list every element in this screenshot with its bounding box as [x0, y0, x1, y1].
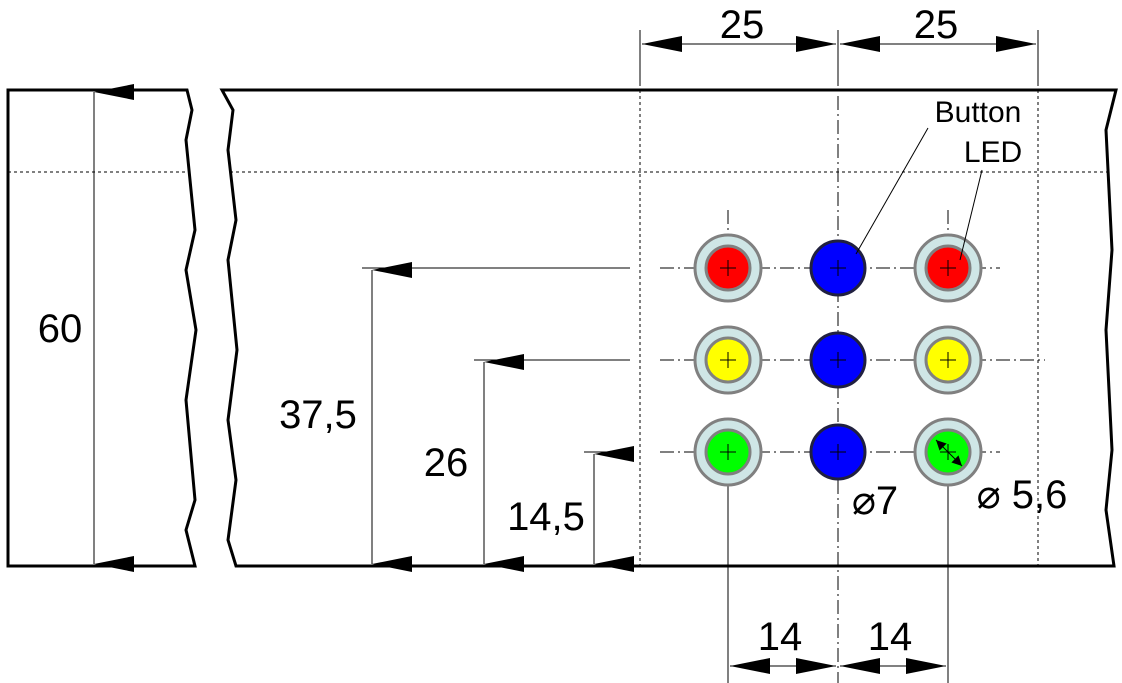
- panel-height-dimension: 60: [38, 84, 134, 572]
- dim-panel-height-60: 60: [38, 307, 83, 351]
- callout-button-label: Button: [935, 96, 1022, 129]
- callouts: Button LED: [855, 96, 1022, 261]
- dim-bottom-right-14: 14: [868, 615, 913, 659]
- dim-top-left-25: 25: [720, 3, 765, 47]
- top-dimension: 25 25: [642, 3, 1036, 52]
- dim-row-top-37-5: 37,5: [279, 393, 357, 437]
- dim-bottom-left-14: 14: [758, 615, 803, 659]
- front-view-panel: [219, 88, 1118, 568]
- dim-button-diameter: ⌀7: [852, 479, 898, 523]
- top-extension-lines: [639, 30, 1039, 86]
- dim-top-right-25: 25: [914, 3, 959, 47]
- led-button-grid: [693, 233, 983, 487]
- bottom-spacing-dimensions: 14 14: [727, 480, 949, 683]
- dim-led-diameter: ⌀ 5,6: [977, 473, 1068, 517]
- side-view-panel: [6, 88, 198, 568]
- row-height-dimensions: 37,5 26 14,5: [279, 262, 634, 572]
- callout-led-label: LED: [964, 136, 1022, 169]
- dim-row-bottom-14-5: 14,5: [507, 495, 585, 539]
- diameter-labels: ⌀7 ⌀ 5,6: [852, 439, 1068, 523]
- dim-row-middle-26: 26: [424, 441, 469, 485]
